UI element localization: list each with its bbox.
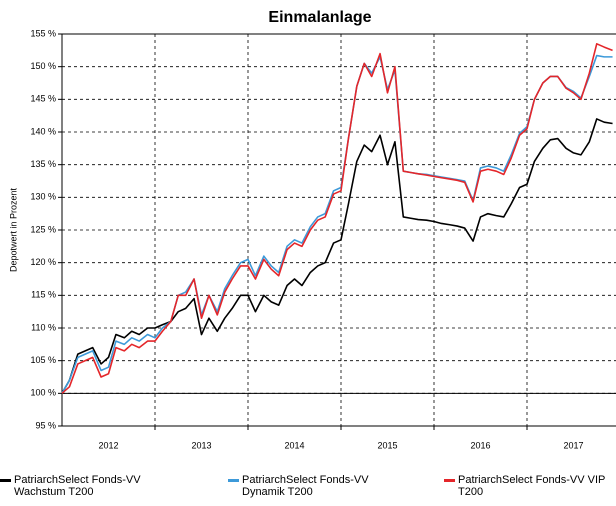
y-axis-title: Depotwert in Prozent [8,187,18,272]
legend-item: PatriarchSelect Fonds-VV VIP T200 [444,474,616,498]
x-tick-label: 2016 [470,440,490,450]
y-tick-label: 140 % [30,126,56,136]
y-tick-label: 135 % [30,159,56,169]
y-tick-label: 115 % [31,290,56,300]
chart: Einmalanlage Depotwert in Prozent 95 % 10… [8,9,616,450]
y-tick-label: 145 % [30,94,56,104]
y-tick-label: 105 % [30,355,56,365]
x-tick-label: 2012 [98,440,118,450]
y-tick-label: 125 % [30,224,56,234]
legend: PatriarchSelect Fonds-VV Wachstum T200 Pa… [0,474,616,506]
legend-swatch [0,479,11,482]
y-tick-label: 155 % [30,28,56,38]
legend-swatch [444,479,455,482]
y-tick-label: 150 % [30,61,56,71]
legend-swatch [228,479,239,482]
plot-frame [61,33,616,427]
chart-title: Einmalanlage [268,9,371,26]
series-line [61,54,613,394]
y-tick-label: 120 % [30,257,56,267]
x-tick-label: 2015 [377,440,397,450]
y-tick-label: 110 % [31,322,56,332]
legend-label: PatriarchSelect Fonds-VV VIP T200 [458,474,606,498]
x-tick-label: 2013 [191,440,211,450]
legend-label: PatriarchSelect Fonds-VV Wachstum T200 [14,474,141,498]
y-tick-label: 130 % [30,192,56,202]
legend-item: PatriarchSelect Fonds-VV Wachstum T200 [0,474,174,498]
y-tick-label: 95 % [35,420,56,430]
series-line [61,118,613,394]
legend-label: PatriarchSelect Fonds-VV Dynamik T200 [242,474,369,498]
series-line [61,43,613,394]
x-tick-label: 2017 [563,440,583,450]
legend-item: PatriarchSelect Fonds-VV Dynamik T200 [228,474,402,498]
x-tick-label: 2014 [284,440,304,450]
y-tick-label: 100 % [30,388,56,398]
